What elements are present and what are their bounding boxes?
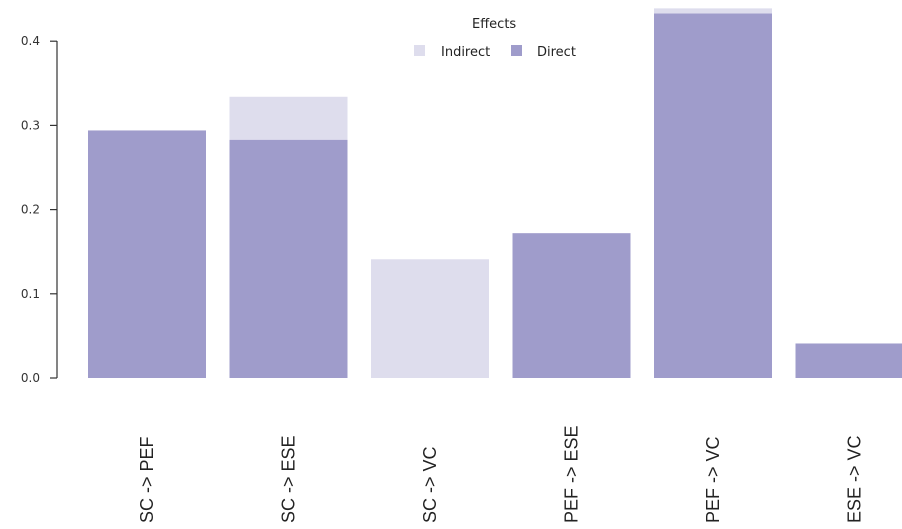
category-label: ESE -> VC xyxy=(845,435,865,523)
legend-swatch-indirect xyxy=(414,45,425,56)
category-label: SC -> VC xyxy=(420,446,440,523)
bar-direct-3 xyxy=(512,233,631,378)
y-tick-label: 0.4 xyxy=(21,34,40,48)
y-ticks: 0.0 0.1 0.2 0.3 0.4 xyxy=(21,34,57,385)
bar-direct-5 xyxy=(795,343,902,378)
bars xyxy=(88,8,902,378)
bar-direct-0 xyxy=(88,130,206,378)
bar-indirect-1 xyxy=(229,96,348,140)
category-label: PEF -> VC xyxy=(703,436,723,523)
legend-label-direct: Direct xyxy=(537,45,576,60)
y-tick-label: 0.2 xyxy=(21,203,40,217)
bar-indirect-4 xyxy=(654,8,772,14)
category-label: PEF -> ESE xyxy=(562,425,582,523)
x-labels: SC -> PEF SC -> ESE SC -> VC PEF -> ESE PEF … xyxy=(137,425,865,523)
legend-title: Effects xyxy=(472,17,516,32)
legend-swatch-direct xyxy=(511,45,522,56)
category-label: SC -> PEF xyxy=(137,436,157,523)
y-tick-label: 0.3 xyxy=(21,118,40,132)
legend-label-indirect: Indirect xyxy=(441,45,490,60)
legend: Effects Indirect Direct xyxy=(414,17,576,60)
bar-direct-1 xyxy=(229,139,348,378)
bar-direct-4 xyxy=(654,13,772,378)
bar-indirect-2 xyxy=(371,259,489,378)
y-tick-label: 0.1 xyxy=(21,287,40,301)
y-tick-label: 0.0 xyxy=(21,371,40,385)
category-label: SC -> ESE xyxy=(279,435,299,523)
